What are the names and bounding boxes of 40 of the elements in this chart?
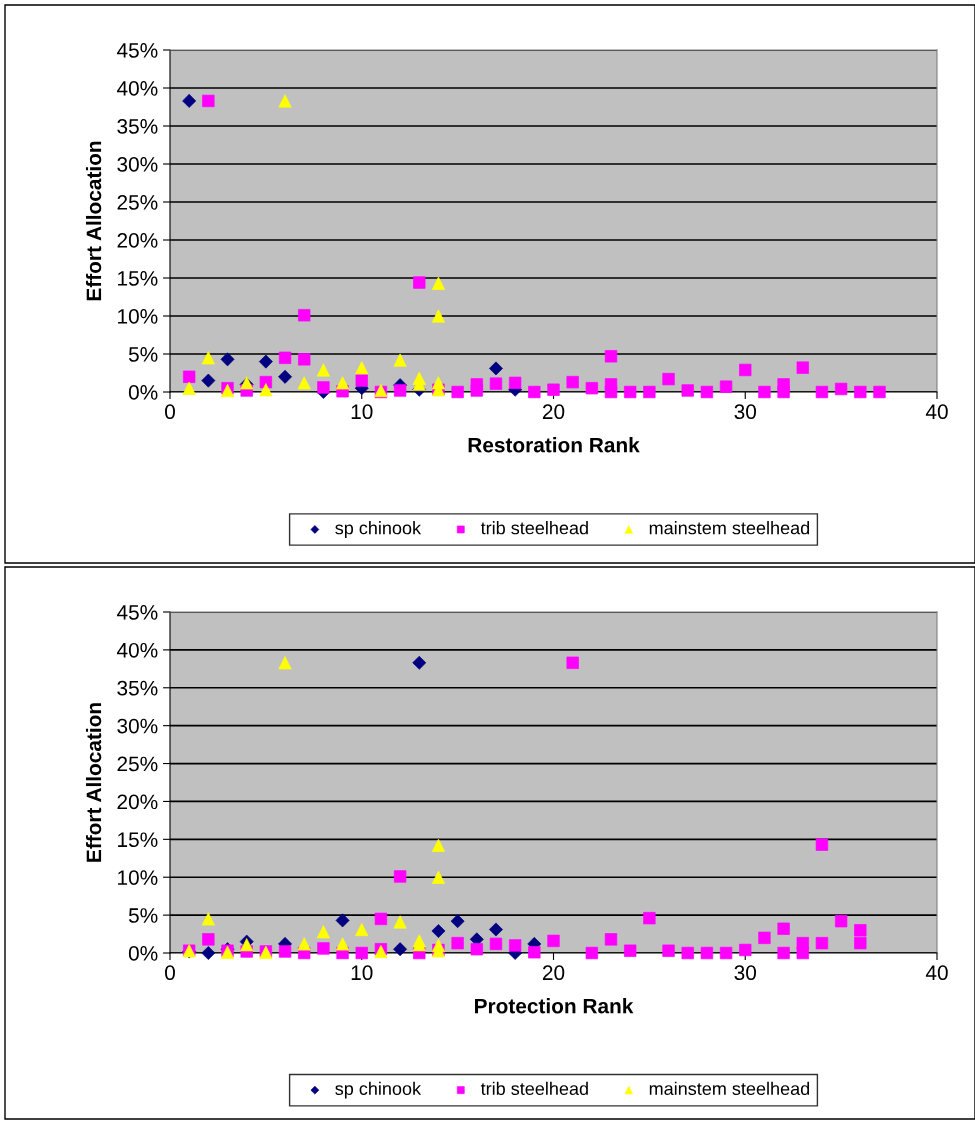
y-tick-label: 15%	[118, 832, 158, 848]
x-tick-label: 0	[165, 404, 175, 420]
x-axis-title: Protection Rank	[475, 998, 634, 1014]
y-axis-title: Effort Allocation	[85, 703, 102, 862]
legend-label: mainstem steelhead	[649, 1081, 810, 1096]
y-tick-label: 30%	[117, 157, 158, 172]
legend-label: trib steelhead	[480, 1081, 588, 1096]
y-tick-label: 45%	[116, 43, 158, 58]
y-tick-label: 40%	[116, 642, 158, 658]
y-tick-label: 10%	[118, 870, 158, 885]
y-tick-label: 0%	[128, 946, 158, 961]
legend-label: trib steelhead	[480, 521, 588, 535]
y-tick-label: 10%	[118, 309, 158, 324]
x-tick-label: 40	[925, 404, 948, 420]
legend-label: sp chinook	[335, 521, 422, 538]
y-tick-label: 0%	[128, 385, 158, 400]
y-tick-label: 40%	[116, 81, 158, 96]
x-tick-label: 20	[542, 404, 565, 420]
y-tick-label: 20%	[117, 233, 158, 248]
x-tick-label: 10	[351, 965, 373, 981]
y-tick-label: 25%	[117, 195, 158, 210]
x-tick-label: 10	[351, 404, 373, 420]
y-tick-label: 20%	[117, 794, 158, 810]
x-tick-label: 40	[925, 965, 948, 981]
x-tick-label: 30	[734, 965, 757, 981]
y-tick-label: 35%	[117, 680, 158, 696]
y-tick-label: 15%	[118, 271, 158, 286]
y-tick-label: 35%	[117, 119, 158, 134]
x-tick-label: 0	[165, 965, 175, 981]
y-tick-label: 45%	[116, 605, 158, 620]
x-axis-title: Restoration Rank	[468, 437, 640, 453]
y-tick-label: 30%	[117, 718, 158, 734]
legend-label: sp chinook	[335, 1081, 422, 1099]
legend-label: mainstem steelhead	[649, 521, 810, 535]
y-tick-label: 5%	[128, 908, 158, 923]
x-tick-label: 20	[542, 965, 565, 981]
x-tick-label: 30	[734, 404, 757, 420]
y-tick-label: 5%	[128, 347, 158, 362]
y-axis-title: Effort Allocation	[85, 141, 102, 301]
y-tick-label: 25%	[117, 756, 158, 772]
